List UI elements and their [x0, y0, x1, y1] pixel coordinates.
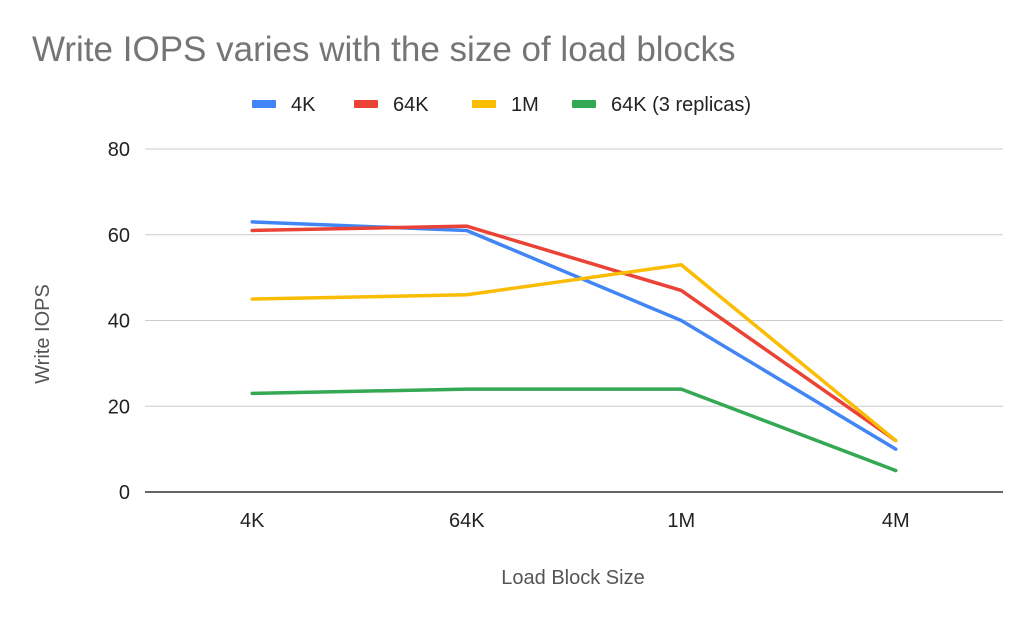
data-point [465, 387, 469, 391]
series-line-3 [250, 387, 898, 473]
series-line-0 [250, 220, 898, 451]
data-point [250, 391, 254, 395]
data-point [894, 469, 898, 473]
legend-item: 64K (3 replicas) [572, 94, 751, 116]
data-point [465, 228, 469, 232]
y-tick-label: 80 [108, 139, 130, 161]
gridlines [145, 148, 1003, 493]
legend-item: 64K [354, 94, 429, 116]
legend-swatch [354, 100, 378, 108]
data-point [679, 288, 683, 292]
x-tick-label: 64K [449, 510, 485, 532]
data-point [465, 293, 469, 297]
legend-swatch [572, 100, 596, 108]
data-point [465, 224, 469, 228]
y-tick-label: 40 [108, 311, 130, 333]
series-lines [250, 220, 898, 473]
data-point [679, 319, 683, 322]
x-axis-ticks: 4K 64K 1M 4M [240, 510, 910, 532]
x-axis-title: Load Block Size [501, 567, 644, 589]
x-tick-label: 4K [240, 510, 265, 532]
legend-label: 64K [393, 94, 429, 116]
x-tick-label: 1M [667, 510, 695, 532]
series-line-2 [250, 263, 898, 443]
legend-label: 64K (3 replicas) [611, 94, 751, 116]
legend-swatch [472, 100, 496, 108]
legend-swatch [252, 100, 276, 108]
legend-label: 1M [511, 94, 539, 116]
legend-item: 4K [252, 94, 316, 116]
y-axis-ticks: 0 20 40 60 80 [108, 139, 130, 504]
data-point [894, 439, 898, 443]
y-tick-label: 0 [119, 482, 130, 504]
series-line-1 [250, 224, 898, 443]
legend-label: 4K [291, 94, 316, 116]
legend-item: 1M [472, 94, 539, 116]
data-point [894, 447, 898, 451]
data-point [250, 228, 254, 232]
x-tick-label: 4M [882, 510, 910, 532]
y-tick-label: 60 [108, 225, 130, 247]
legend: 4K 64K 1M 64K (3 replicas) [252, 94, 751, 116]
y-tick-label: 20 [108, 396, 130, 418]
data-point [250, 297, 254, 301]
y-axis-title: Write IOPS [32, 284, 54, 384]
chart-title: Write IOPS varies with the size of load … [32, 30, 736, 69]
data-point [679, 263, 683, 267]
data-point [679, 387, 683, 391]
data-point [250, 220, 254, 224]
